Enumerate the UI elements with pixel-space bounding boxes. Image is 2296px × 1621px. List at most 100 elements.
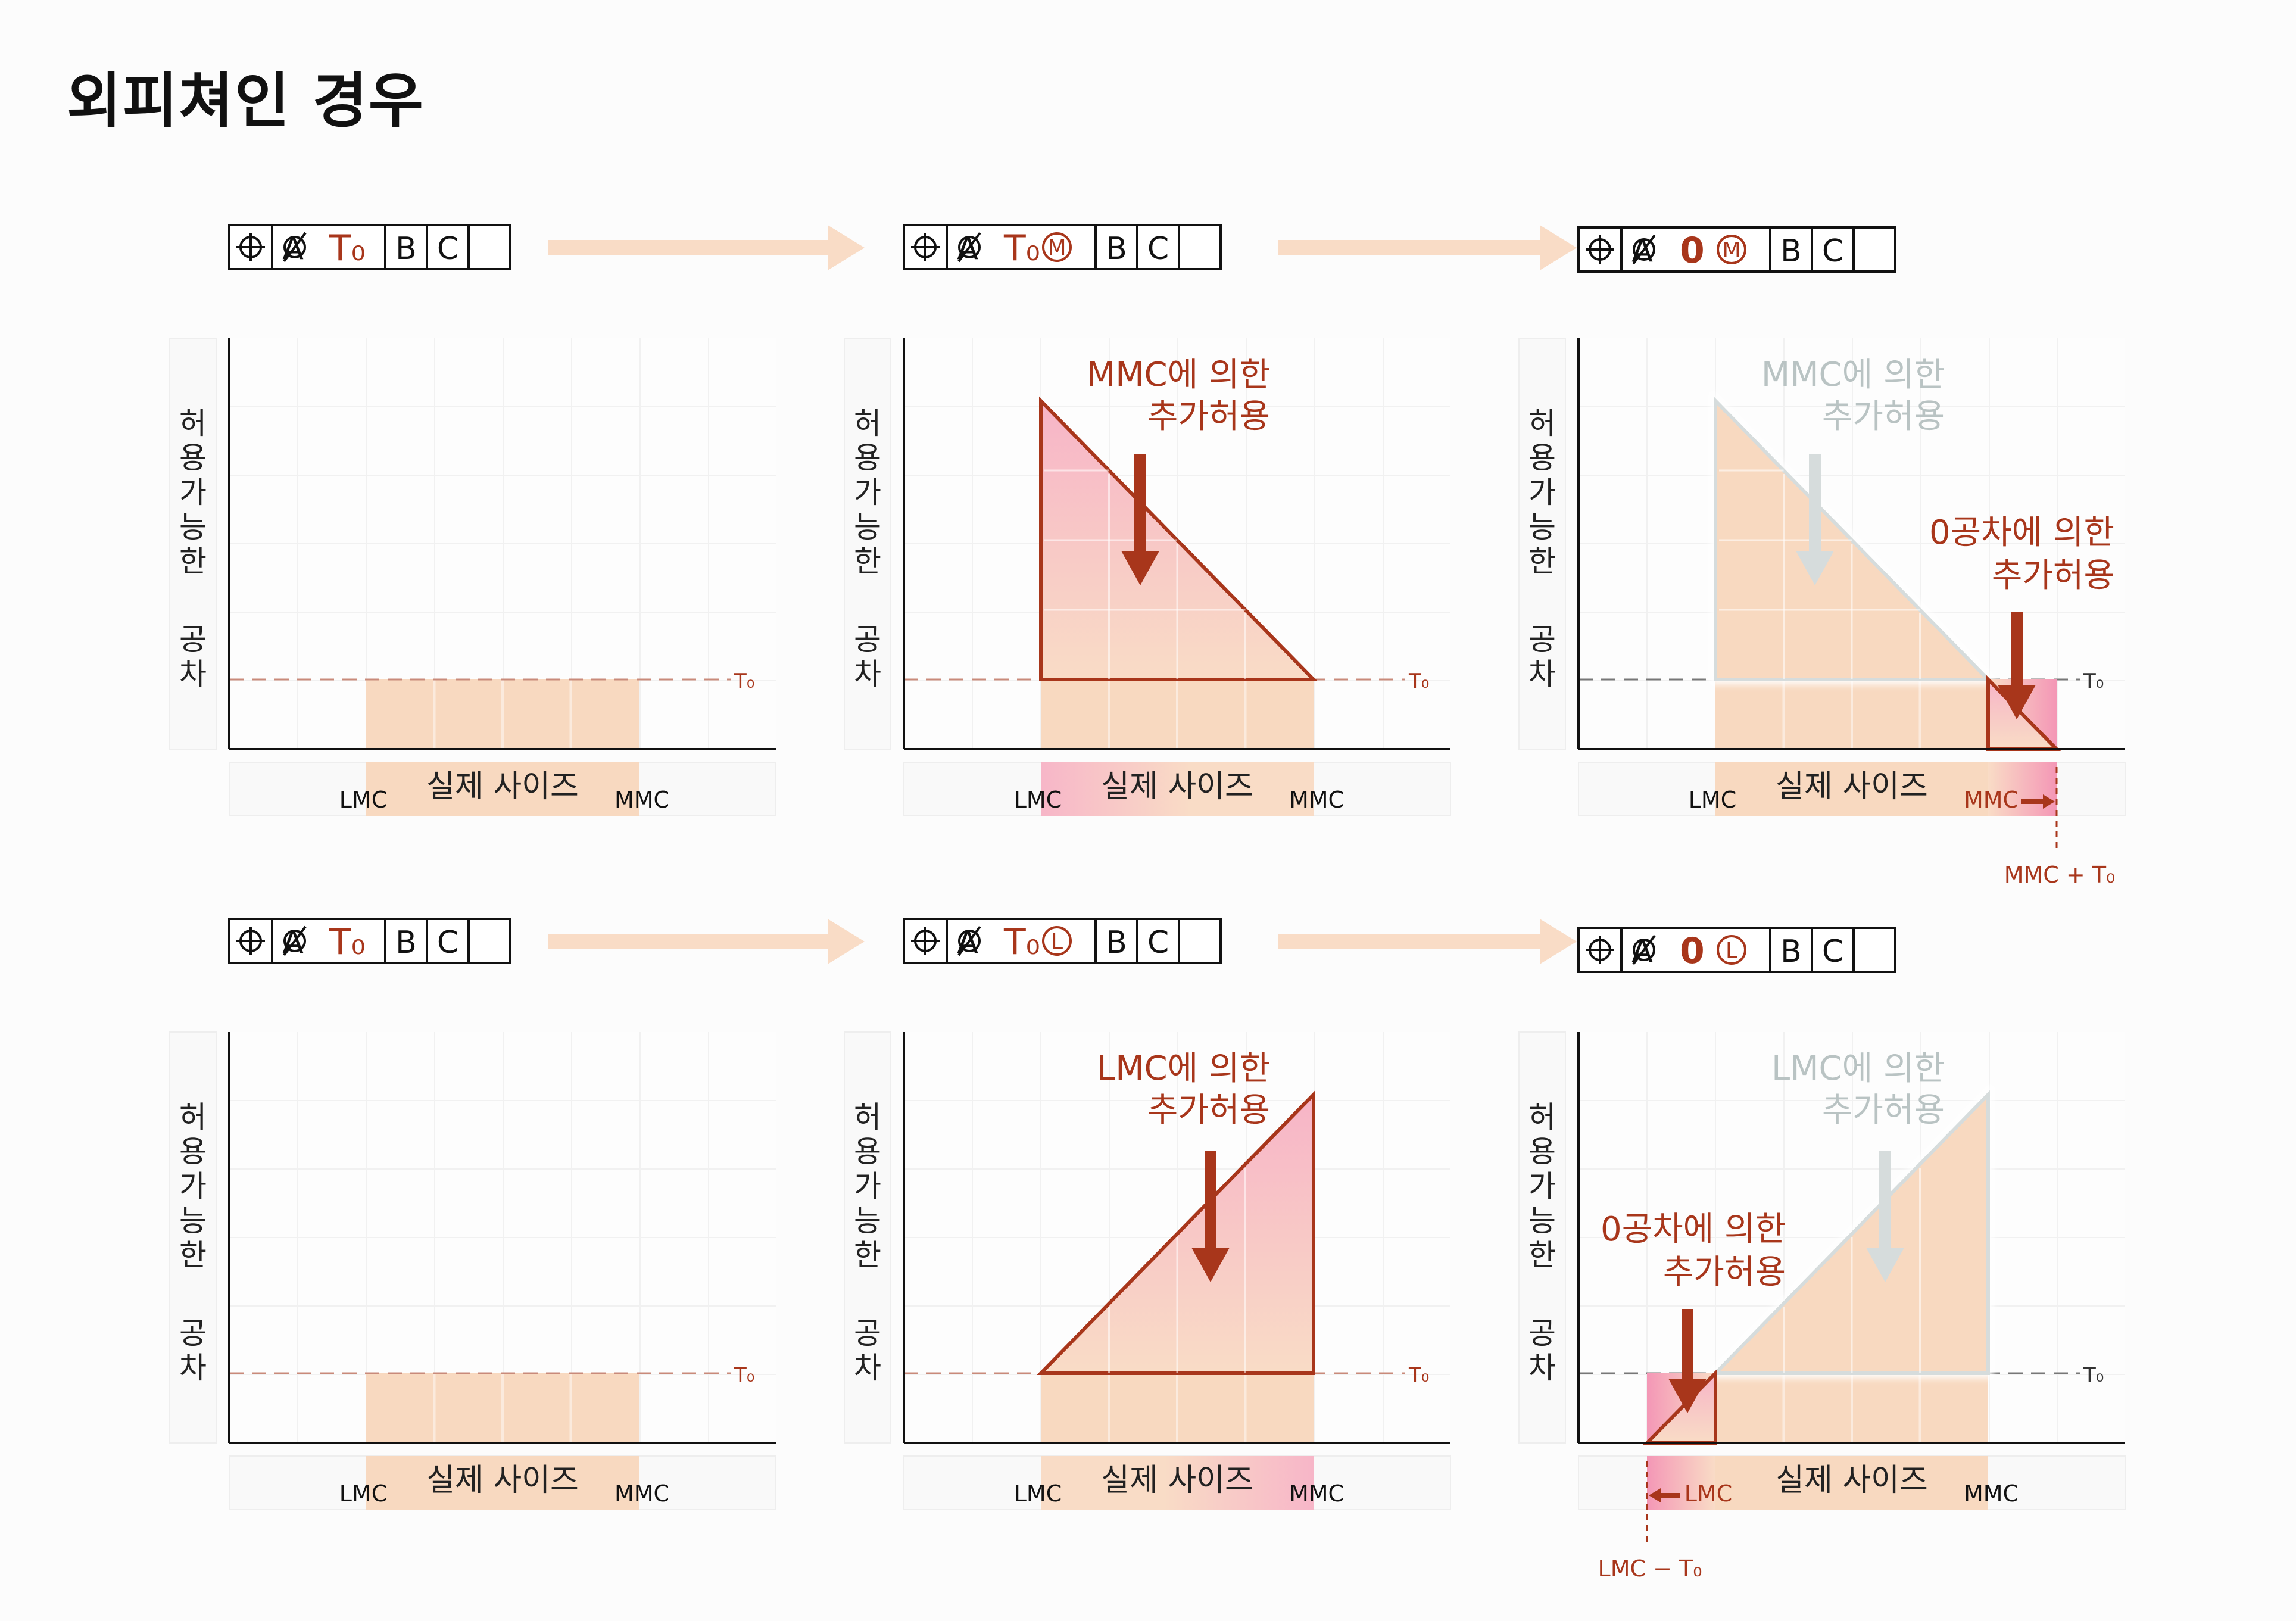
datum-c: C — [437, 231, 458, 267]
annotation-line-1: MMC에 의한 — [1087, 356, 1270, 394]
y-axis-label-char: 가 — [179, 475, 207, 510]
annotation-line-2: 추가허용 — [1822, 1091, 1945, 1130]
annotation-line-2: 추가허용 — [1822, 397, 1945, 436]
base-tolerance-zone — [1715, 1373, 1988, 1443]
y-axis-label-char: 가 — [854, 475, 881, 510]
y-axis-label-char: 한 — [1528, 1238, 1556, 1273]
feature-control-frame: T₀ L A B C — [903, 918, 1222, 964]
actual-size-band — [1041, 762, 1314, 816]
zero-annotation-line-1: 0공차에 의한 — [1929, 513, 2114, 552]
datum-a: A — [282, 231, 304, 267]
diameter-icon — [1632, 934, 1656, 965]
annotation-arrow — [1796, 454, 1834, 585]
y-axis-label-char: 용 — [854, 441, 881, 475]
frame-box — [228, 918, 511, 964]
y-axis-label-char: 한 — [854, 1238, 881, 1273]
lmc-label: LMC — [1014, 787, 1062, 813]
base-tolerance-zone — [1041, 1373, 1314, 1443]
modifier-letter: L — [1051, 930, 1063, 954]
extension-label: LMC − T₀ — [1598, 1555, 1702, 1582]
y-axis-label-char: 허 — [179, 1100, 207, 1134]
zero-annotation-line-1: 0공차에 의한 — [1601, 1210, 1786, 1249]
y-axis-label-char: 차 — [179, 657, 207, 691]
y-axis-label-char: 능 — [179, 1204, 207, 1238]
feature-control-frame: 0 M A B C — [1577, 226, 1896, 273]
zero-annotation-arrow — [1668, 1309, 1707, 1413]
position-icon — [236, 233, 265, 261]
left-arrow-icon — [1649, 1488, 1680, 1502]
base-tolerance-zone — [1715, 679, 1988, 749]
datum-c: C — [1822, 934, 1843, 970]
zero-annotation-arrow — [1998, 612, 2036, 719]
tolerance-value: T₀ — [329, 227, 366, 269]
annotation-arrow — [1191, 1151, 1230, 1282]
annotation-arrow — [1121, 454, 1159, 585]
datum-b: B — [395, 925, 417, 961]
mmc-modifier-icon: M — [1717, 235, 1746, 264]
mmc-label: MMC — [1289, 787, 1344, 813]
y-axis-label-panel — [1518, 1031, 1566, 1444]
zero-annotation-line-2: 추가허용 — [1663, 1253, 1786, 1292]
y-axis-label-char: 한 — [179, 1238, 207, 1273]
x-axis-label: 실제 사이즈 — [1101, 769, 1253, 805]
page-title: 외피쳐인 경우 — [67, 66, 425, 136]
y-axis-label-char: 용 — [179, 441, 207, 475]
base-tolerance-zone — [366, 1373, 639, 1443]
mmc-label: MMC — [1964, 787, 2019, 813]
y-axis-label-char: 능 — [854, 510, 881, 544]
y-axis-label-char: 공 — [1528, 1316, 1556, 1351]
lmc-bonus-triangle — [1036, 1090, 1315, 1375]
position-icon — [1586, 936, 1614, 964]
datum-a: A — [1631, 233, 1653, 269]
y-axis-label-panel — [169, 1031, 217, 1444]
lmc-modifier-icon: L — [1042, 926, 1072, 956]
tolerance-value: 0 — [1680, 230, 1705, 272]
feature-control-frame: T₀ A B C — [228, 918, 511, 964]
frame-box — [1577, 226, 1896, 273]
y-axis-label-panel — [169, 338, 217, 750]
modifier-letter: M — [1047, 236, 1066, 260]
y-axis-label-char: 허 — [1528, 406, 1556, 441]
flow-arrow — [548, 225, 865, 270]
flow-arrow — [548, 919, 865, 964]
tolerance-value: T₀ — [329, 921, 366, 963]
tolerance-value: T₀ — [1003, 227, 1040, 269]
y-axis-label-char: 가 — [1528, 475, 1556, 510]
actual-size-band — [1715, 762, 1988, 816]
right-arrow-icon — [2021, 794, 2055, 809]
lmc-label: LMC — [1684, 1480, 1733, 1507]
y-axis-label-char: 한 — [854, 544, 881, 579]
y-axis-label-char: 공 — [179, 622, 207, 657]
y-axis-label-char: 용 — [1528, 441, 1556, 475]
position-icon — [236, 927, 265, 955]
y-axis-label-char: 용 — [854, 1134, 881, 1169]
datum-c: C — [1822, 233, 1843, 269]
y-axis-label-char: 차 — [1528, 657, 1556, 691]
mmc-label: MMC — [614, 787, 669, 813]
diameter-icon — [1632, 234, 1656, 265]
modifier-letter: M — [1722, 238, 1740, 263]
x-axis-label: 실제 사이즈 — [1101, 1463, 1253, 1498]
tolerance-value: 0 — [1680, 930, 1705, 972]
lmc-label: LMC — [339, 1480, 388, 1507]
y-axis-label-char: 한 — [179, 544, 207, 579]
lmc-label: LMC — [1014, 1480, 1062, 1507]
feature-control-frame: 0 L A B C — [1577, 927, 1896, 973]
mmc-bonus-triangle — [1711, 389, 2000, 684]
actual-size-band — [366, 762, 639, 816]
position-icon — [1586, 235, 1614, 264]
x-axis-label-strip: 실제 사이즈 LMC MMC — [903, 1455, 1451, 1510]
y-axis-label-panel — [844, 338, 891, 750]
lmc-label: LMC — [339, 787, 388, 813]
feature-control-frame: T₀ A B C — [228, 224, 511, 270]
y-axis-label-char: 용 — [1528, 1134, 1556, 1169]
y-axis-label-char: 용 — [179, 1134, 207, 1169]
frame-box — [1577, 927, 1896, 973]
zero-annotation-line-2: 추가허용 — [1992, 556, 2114, 595]
